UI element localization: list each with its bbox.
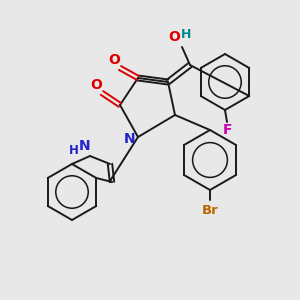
Text: N: N bbox=[124, 132, 136, 146]
Text: O: O bbox=[108, 53, 120, 67]
Text: O: O bbox=[168, 30, 180, 44]
Text: O: O bbox=[90, 78, 102, 92]
Text: Br: Br bbox=[202, 203, 218, 217]
Text: H: H bbox=[181, 28, 191, 41]
Text: N: N bbox=[79, 139, 91, 153]
Text: F: F bbox=[222, 123, 232, 137]
Text: H: H bbox=[69, 143, 79, 157]
